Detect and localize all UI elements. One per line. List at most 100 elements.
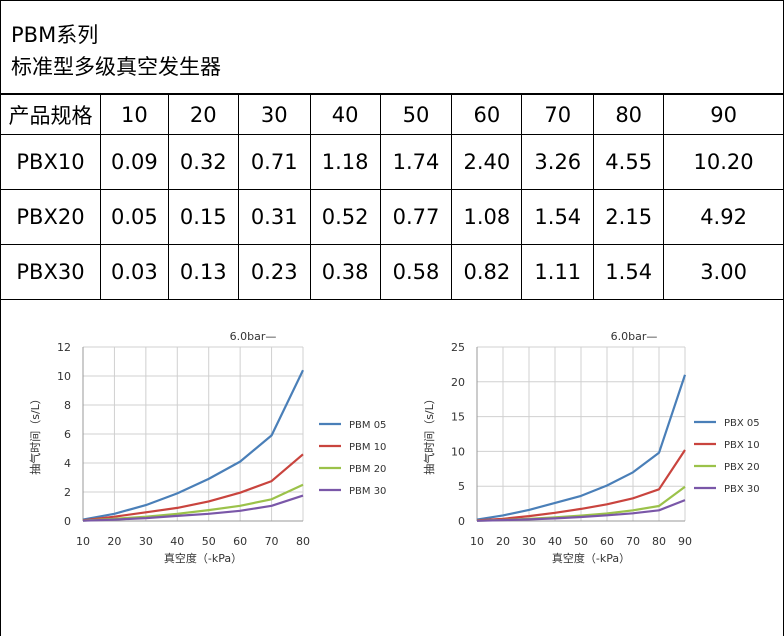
pressure-annotation: 6.0bar—	[230, 330, 277, 343]
x-tick-label: 40	[548, 535, 562, 548]
y-tick-label: 2	[64, 486, 71, 499]
legend-entry: PBX 05	[724, 418, 760, 429]
legend-entry: PBM 10	[349, 442, 386, 453]
series-line	[476, 374, 687, 521]
x-tick-label: 50	[574, 535, 588, 548]
header-cell: 70	[521, 94, 595, 135]
x-tick-label: 50	[202, 535, 216, 548]
header-cell: 60	[451, 94, 523, 135]
x-tick-label: 40	[170, 535, 184, 548]
header-cell: 产品规格	[0, 94, 101, 135]
header-cell: 10	[99, 94, 169, 135]
table-row: PBX10 0.09 0.32 0.71 1.18 1.74 2.40 3.26…	[0, 134, 784, 190]
table-cell: 0.82	[451, 244, 523, 300]
legend-entry: PBM 30	[349, 486, 386, 497]
x-axis-label: 真空度（-kPa）	[164, 551, 242, 565]
y-tick-label: 25	[451, 341, 465, 354]
header-cell: 50	[379, 94, 453, 135]
table-cell: 2.15	[593, 189, 665, 245]
legend-entry: PBX 20	[724, 462, 760, 473]
table-cell: PBX10	[0, 134, 101, 190]
y-tick-label: 6	[64, 428, 71, 441]
table-cell: 1.18	[309, 134, 381, 190]
title-series: PBM系列	[11, 23, 99, 47]
series-line	[82, 494, 304, 522]
table-cell: 4.55	[593, 134, 665, 190]
y-tick-label: 10	[451, 445, 465, 458]
table-cell: 0.52	[309, 189, 381, 245]
table-cell: PBX20	[0, 189, 101, 245]
header-cell: 30	[237, 94, 311, 135]
table-cell: 1.74	[379, 134, 453, 190]
x-axis-label: 真空度（-kPa）	[552, 551, 630, 565]
table-cell: 0.03	[99, 244, 169, 300]
x-tick-label: 60	[600, 535, 614, 548]
table-cell: 0.71	[237, 134, 311, 190]
header-cell: 80	[593, 94, 665, 135]
header-cell: 40	[309, 94, 381, 135]
header-cell: 20	[167, 94, 239, 135]
x-tick-label: 60	[233, 535, 247, 548]
x-tick-label: 30	[139, 535, 153, 548]
table-cell: 0.13	[167, 244, 239, 300]
title-box: PBM系列 标准型多级真空发生器	[0, 0, 784, 94]
charts-area: 0 2 4 6 8 10 12 10 20 30 40 50 60 70 80 6.0bar— 真空度（-kPa…	[0, 300, 784, 636]
x-tick-label: 80	[652, 535, 666, 548]
x-tick-label: 20	[496, 535, 510, 548]
table-row: PBX30 0.03 0.13 0.23 0.38 0.58 0.82 1.11…	[0, 244, 784, 300]
y-tick-label: 10	[57, 370, 71, 383]
series-line	[82, 453, 304, 522]
table-cell: 1.08	[451, 189, 523, 245]
x-tick-label: 10	[470, 535, 484, 548]
table-cell: 0.32	[167, 134, 239, 190]
table-row: PBX20 0.05 0.15 0.31 0.52 0.77 1.08 1.54…	[0, 189, 784, 245]
legend-entry: PBX 30	[724, 484, 760, 495]
y-tick-label: 15	[451, 411, 465, 424]
x-tick-label: 90	[678, 535, 692, 548]
series-line	[476, 449, 686, 522]
y-tick-label: 5	[458, 480, 465, 493]
x-tick-label: 70	[626, 535, 640, 548]
table-cell: 3.00	[663, 244, 784, 300]
spec-table: 产品规格 10 20 30 40 50 60 70 80 90 PBX10 0.…	[0, 94, 784, 300]
x-tick-label: 20	[107, 535, 121, 548]
y-tick-label: 20	[451, 376, 465, 389]
table-cell: 0.15	[167, 189, 239, 245]
table-cell: 0.38	[309, 244, 381, 300]
y-axis-label: 抽气时间（s/L）	[422, 393, 436, 475]
y-tick-label: 8	[64, 399, 71, 412]
header-cell: 90	[663, 94, 784, 135]
table-cell: 0.23	[237, 244, 311, 300]
y-tick-label: 12	[57, 341, 71, 354]
legend-entry: PBM 05	[349, 420, 386, 431]
table-cell: 1.11	[521, 244, 595, 300]
y-tick-label: 0	[64, 515, 71, 528]
x-tick-label: 80	[296, 535, 310, 548]
series-line	[82, 369, 304, 521]
legend-entry: PBM 20	[349, 464, 386, 475]
legend-entry: PBX 10	[724, 440, 760, 451]
title-product: 标准型多级真空发生器	[11, 55, 221, 79]
y-tick-label: 0	[458, 515, 465, 528]
table-header-row: 产品规格 10 20 30 40 50 60 70 80 90	[0, 94, 784, 135]
x-tick-label: 30	[522, 535, 536, 548]
table-cell: 0.31	[237, 189, 311, 245]
table-cell: PBX30	[0, 244, 101, 300]
table-cell: 10.20	[663, 134, 784, 190]
table-cell: 2.40	[451, 134, 523, 190]
table-cell: 0.77	[379, 189, 453, 245]
series-line	[476, 499, 686, 522]
table-cell: 1.54	[521, 189, 595, 245]
table-cell: 0.09	[99, 134, 169, 190]
x-tick-label: 70	[265, 535, 279, 548]
table-cell: 0.58	[379, 244, 453, 300]
table-cell: 4.92	[663, 189, 784, 245]
table-cell: 1.54	[593, 244, 665, 300]
pressure-annotation: 6.0bar—	[611, 330, 658, 343]
y-tick-label: 4	[64, 457, 71, 470]
x-tick-label: 10	[76, 535, 90, 548]
table-cell: 3.26	[521, 134, 595, 190]
y-axis-label: 抽气时间（s/L）	[28, 393, 42, 475]
table-cell: 0.05	[99, 189, 169, 245]
